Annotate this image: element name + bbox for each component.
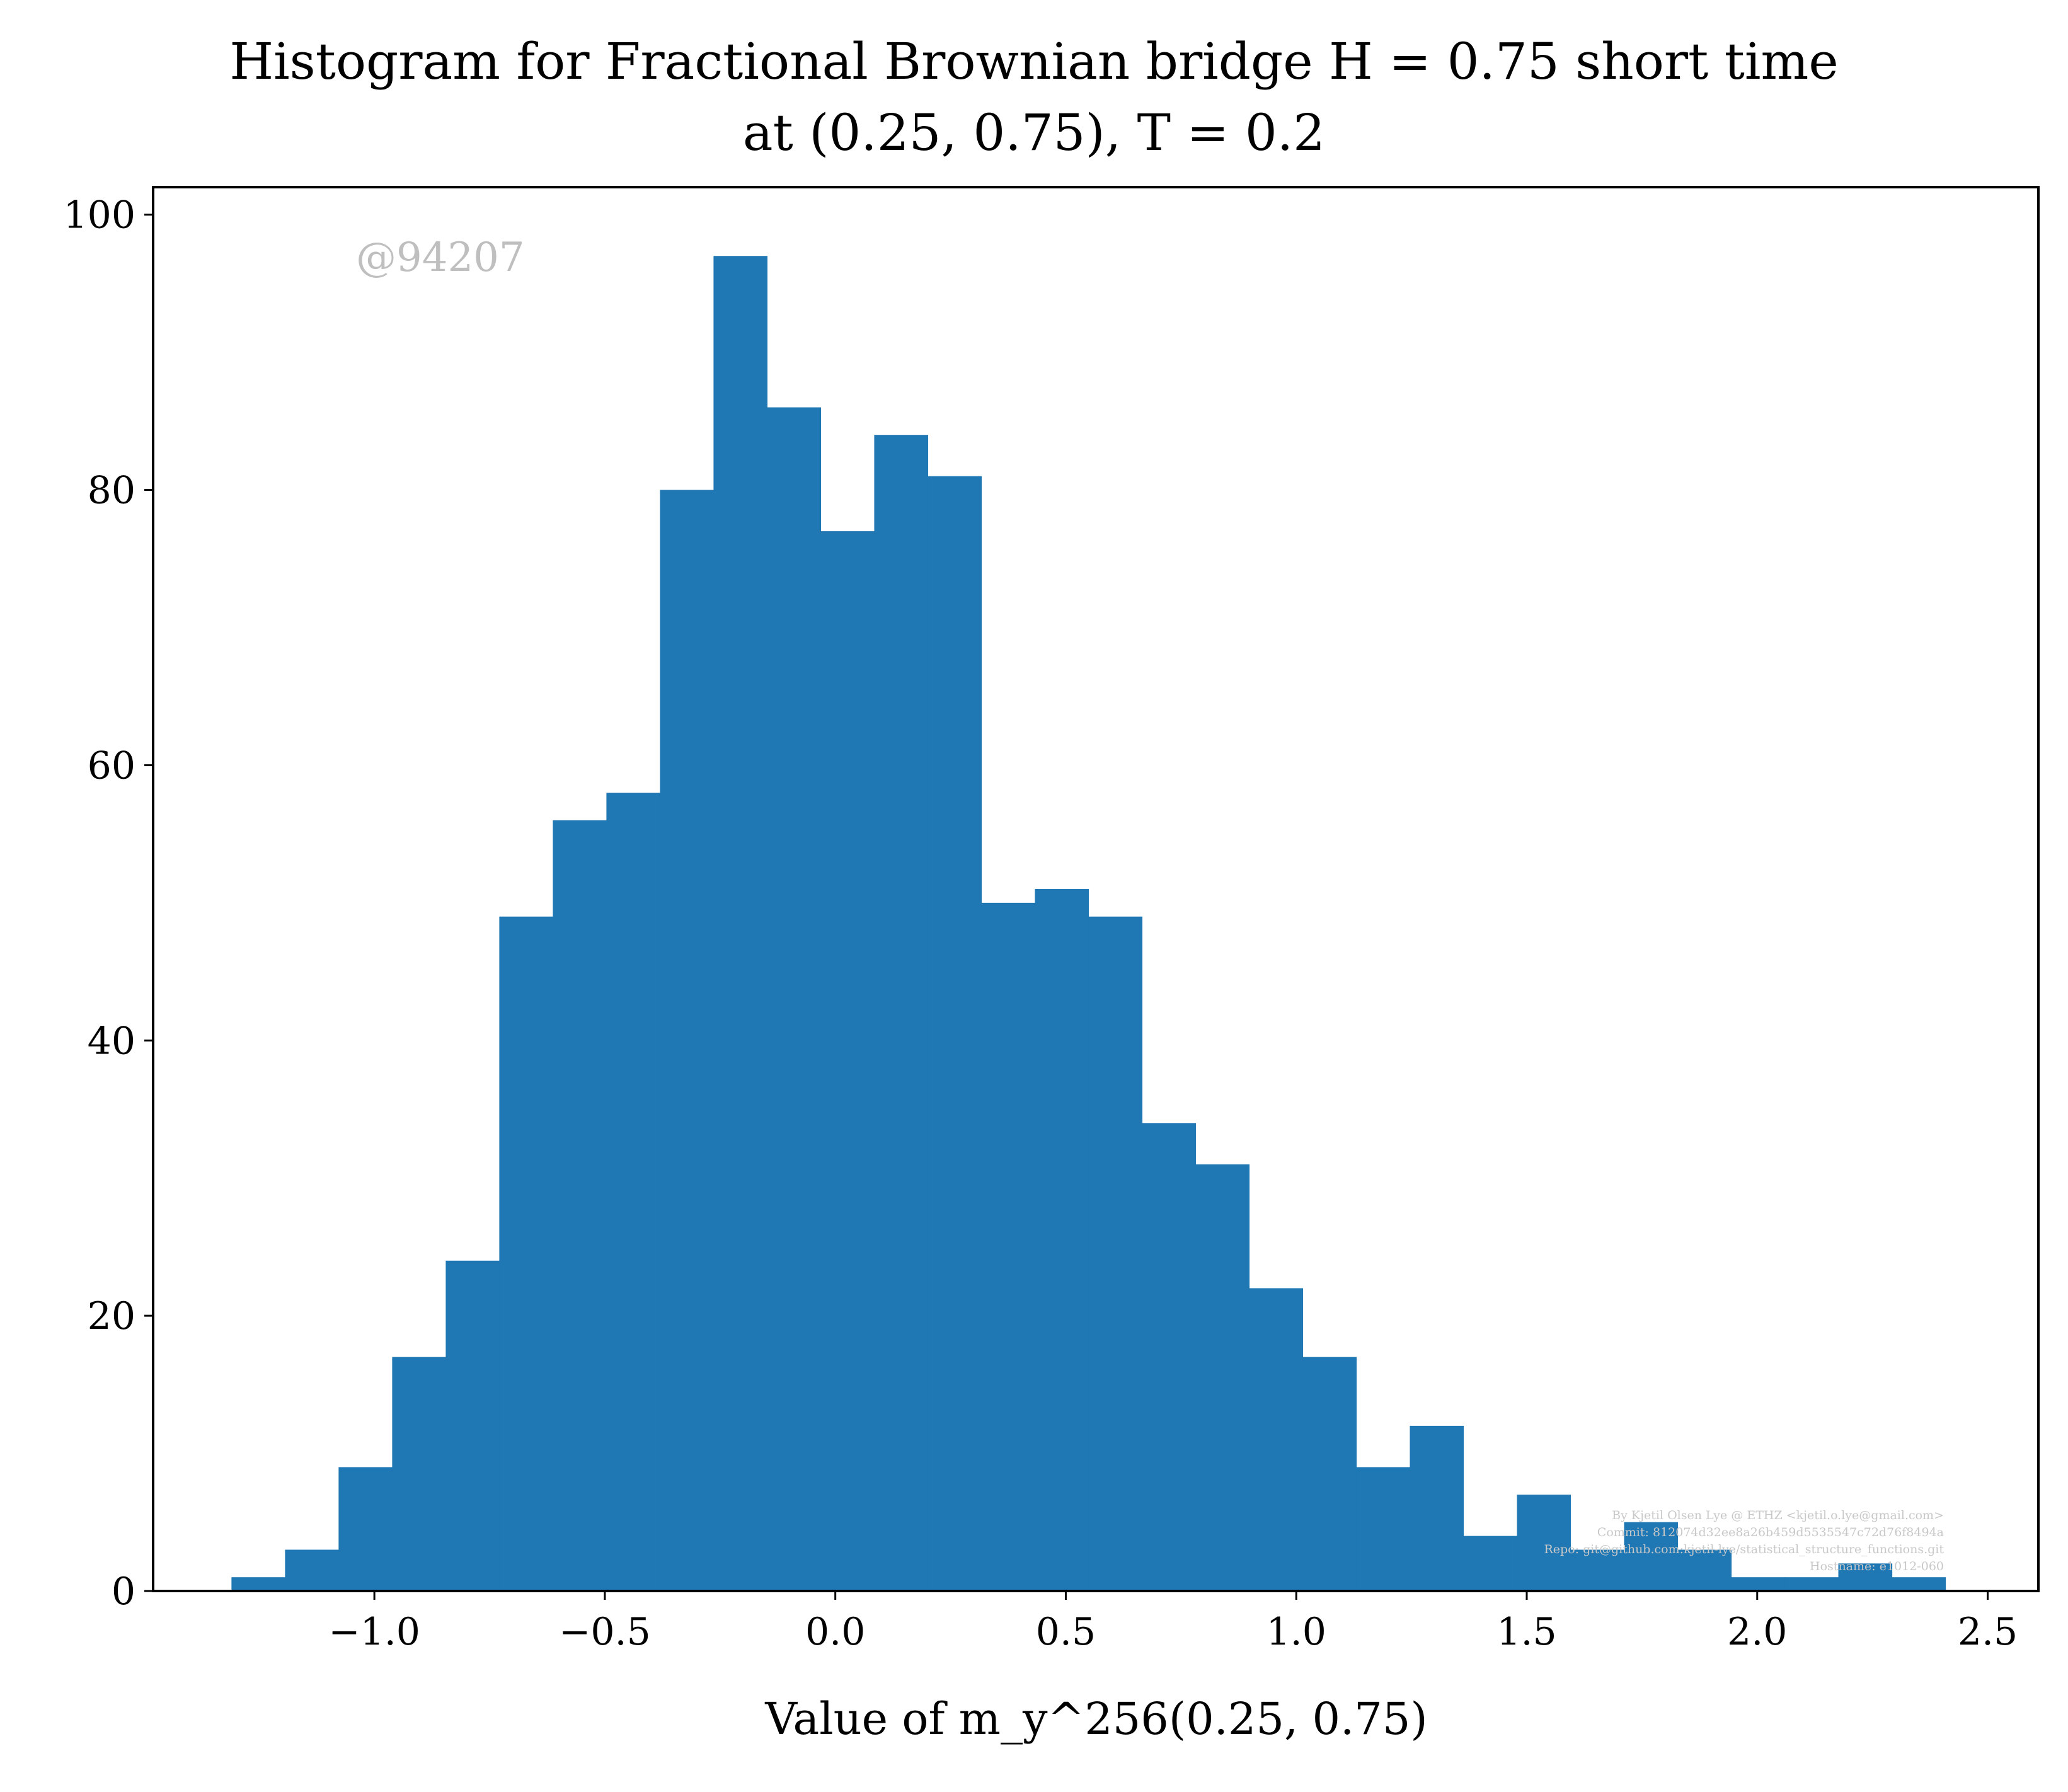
y-tick-label: 100 [63,193,135,238]
histogram-bar [1517,1495,1571,1591]
x-tick-label: 1.0 [1267,1610,1326,1654]
x-axis-label: Value of m_y^256(0.25, 0.75) [764,1693,1427,1745]
histogram-bars [231,256,1946,1592]
credit-line-2: Commit: 812074d32ee8a26b459d5535547c72d7… [1597,1525,1944,1539]
histogram-bar [981,902,1036,1591]
histogram-bar [1677,1549,1732,1591]
x-tick-label: −1.0 [328,1610,420,1654]
y-tick-label: 60 [88,744,135,788]
histogram-bar [1142,1123,1197,1591]
histogram-bar [553,820,607,1591]
x-tick-label: 2.5 [1958,1610,2018,1654]
x-axis-ticks: −1.0 −0.5 0.0 0.5 1.0 1.5 2.0 2.5 [328,1591,2018,1654]
x-tick-label: 2.0 [1727,1610,1787,1654]
x-tick-label: 0.0 [805,1610,865,1654]
chart-title-line-2: at (0.25, 0.75), T = 0.2 [743,103,1325,162]
histogram-bar [1624,1522,1679,1591]
histogram-bar [1570,1549,1625,1591]
y-tick-label: 40 [88,1019,135,1063]
histogram-bar [767,407,822,1591]
histogram-bar [1463,1536,1518,1591]
histogram-bar [1302,1357,1357,1591]
x-tick-label: 0.5 [1036,1610,1096,1654]
credit-line-3: Repo: git@github.com:kjetil-lye/statisti… [1544,1542,1944,1556]
histogram-bar [1035,889,1089,1591]
histogram-bar [1892,1577,1946,1591]
histogram-bar [231,1577,285,1591]
histogram-bar [820,531,875,1592]
histogram-bar [499,916,553,1591]
watermark-text: @94207 [356,234,525,281]
histogram-bar [285,1549,339,1591]
histogram-bar [928,476,982,1592]
y-axis-ticks: 0 20 40 60 80 100 [63,193,153,1614]
y-tick-label: 20 [88,1294,135,1338]
plot-frame [152,186,2040,1592]
histogram-bar [1784,1577,1839,1591]
histogram-bar [660,490,715,1591]
credit-block: By Kjetil Olsen Lye @ ETHZ <kjetil.o.lye… [1544,1508,1944,1573]
x-tick-label: −0.5 [559,1610,651,1654]
histogram-bar [713,256,768,1591]
histogram-bar [874,435,929,1591]
x-tick-label: 1.5 [1496,1610,1556,1654]
histogram-bar [1249,1288,1304,1591]
histogram-bar [606,793,661,1591]
histogram-bar [1195,1164,1250,1591]
histogram-bar [1088,916,1143,1591]
histogram-bar [445,1260,500,1591]
credit-line-1: By Kjetil Olsen Lye @ ETHZ <kjetil.o.lye… [1612,1508,1944,1522]
credit-line-4: Hostname: e1012-060 [1810,1559,1944,1573]
histogram-bar [1410,1425,1464,1591]
histogram-bar [392,1357,446,1591]
histogram-bar [338,1467,393,1591]
histogram-bar [1731,1577,1786,1591]
chart-title-line-1: Histogram for Fractional Brownian bridge… [229,32,1838,91]
histogram-bar [1356,1467,1411,1591]
y-tick-label: 80 [88,469,135,513]
y-tick-label: 0 [112,1570,135,1614]
histogram-bar [1838,1563,1893,1591]
